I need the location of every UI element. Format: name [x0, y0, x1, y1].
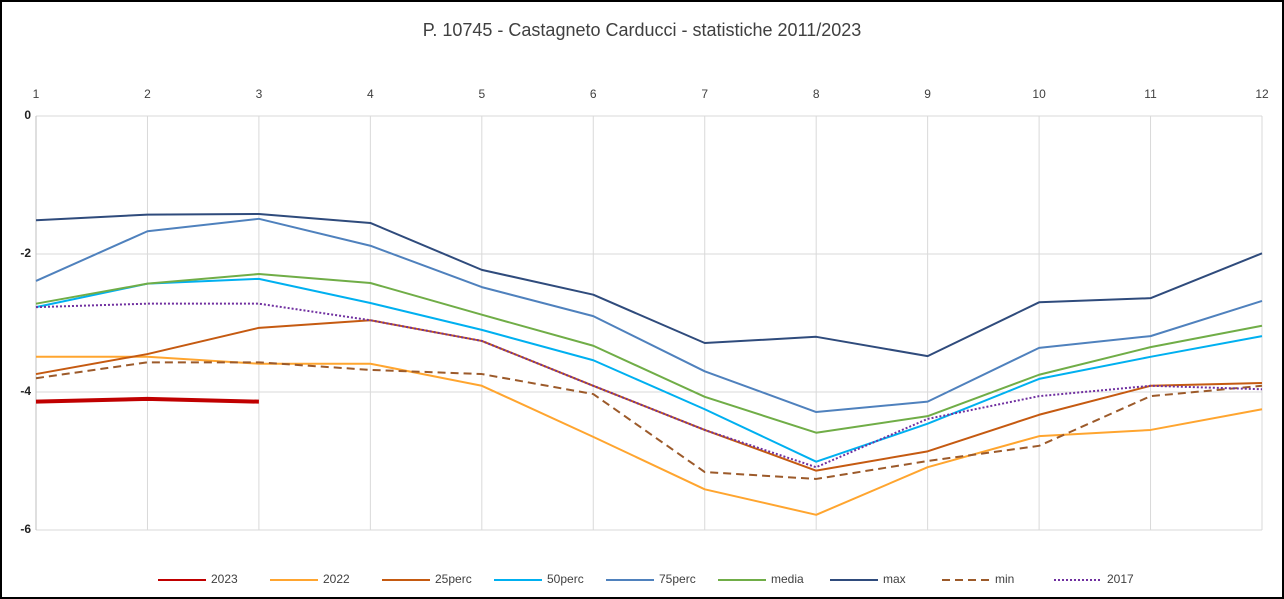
x-tick-label: 3 — [256, 87, 263, 101]
chart-title: P. 10745 - Castagneto Carducci - statist… — [423, 20, 862, 40]
legend-label: media — [771, 572, 804, 586]
legend-label: 2022 — [323, 572, 350, 586]
x-tick-label: 10 — [1032, 87, 1046, 101]
legend-label: 25perc — [435, 572, 472, 586]
x-tick-label: 11 — [1144, 87, 1157, 101]
x-tick-label: 12 — [1255, 87, 1269, 101]
series-line — [35, 212, 1263, 358]
series-line — [36, 355, 1263, 516]
x-tick-label: 6 — [590, 87, 597, 101]
series-line — [35, 396, 259, 404]
y-tick-label: -6 — [20, 522, 31, 536]
x-tick-label: 2 — [144, 87, 151, 101]
legend-label: 2023 — [211, 572, 238, 586]
y-tick-label: -4 — [20, 384, 31, 398]
series-line — [35, 361, 1263, 480]
x-tick-label: 5 — [478, 87, 485, 101]
series-line — [35, 273, 1263, 434]
legend-label: 2017 — [1107, 572, 1134, 586]
legend-label: min — [995, 572, 1014, 586]
series-line — [35, 302, 1263, 469]
legend-label: 75perc — [659, 572, 696, 586]
x-tick-label: 9 — [924, 87, 931, 101]
x-tick-label: 4 — [367, 87, 374, 101]
y-tick-label: -2 — [20, 246, 31, 260]
series-line — [35, 277, 1263, 463]
y-tick-label: 0 — [24, 108, 31, 122]
x-tick-label: 1 — [33, 87, 40, 101]
x-tick-label: 7 — [701, 87, 708, 101]
series-line — [35, 217, 1263, 414]
legend-label: max — [883, 572, 906, 586]
x-tick-label: 8 — [813, 87, 820, 101]
legend-label: 50perc — [547, 572, 584, 586]
